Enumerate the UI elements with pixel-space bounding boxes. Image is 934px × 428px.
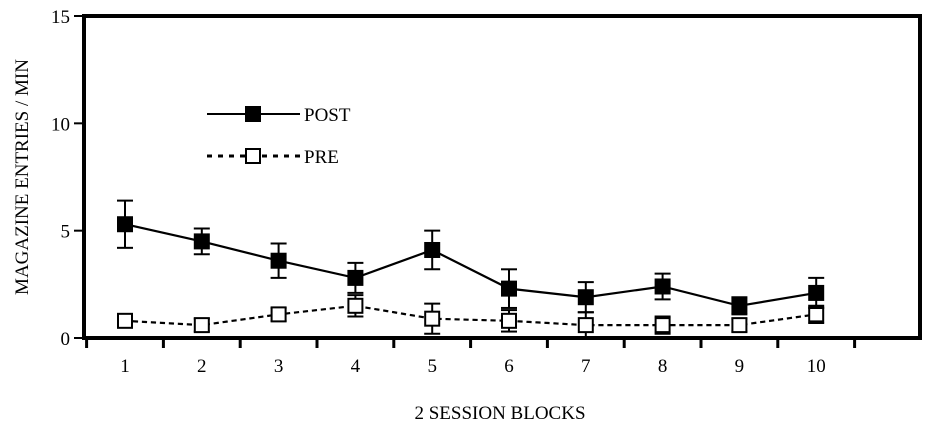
x-ticks: 1 2 3 4 5 6 7 8 9 10 <box>85 338 857 377</box>
x-tick-label: 4 <box>351 356 361 377</box>
data-point-post <box>577 289 594 306</box>
y-tick-label: 0 <box>61 329 71 350</box>
legend-label: PRE <box>304 147 339 168</box>
series-pre <box>117 294 825 339</box>
data-point-post <box>501 280 517 297</box>
legend: POST PRE <box>207 105 351 168</box>
data-point-post <box>193 233 210 250</box>
y-tick-label: 15 <box>51 7 70 28</box>
data-point-pre <box>347 297 364 314</box>
data-point-pre <box>577 317 594 334</box>
x-tick-label: 1 <box>120 356 130 377</box>
x-tick-label: 9 <box>735 356 745 377</box>
series-line-post <box>124 223 817 307</box>
legend-marker <box>245 106 261 122</box>
legend-label: POST <box>304 105 351 126</box>
data-point-post <box>347 269 364 286</box>
data-point-pre <box>424 310 441 327</box>
legend-item-pre: PRE <box>207 147 339 168</box>
data-point-pre <box>270 306 287 323</box>
data-point-post <box>424 241 441 258</box>
data-point-pre <box>808 306 825 323</box>
data-point-post <box>117 216 133 233</box>
x-tick-label: 8 <box>658 356 668 377</box>
legend-marker <box>245 148 261 164</box>
x-tick-label: 10 <box>807 356 826 377</box>
series-line-pre <box>123 304 818 327</box>
data-point-post <box>808 284 825 301</box>
data-point-pre <box>193 317 210 334</box>
x-axis-title: 2 SESSION BLOCKS <box>414 403 585 424</box>
x-tick-label: 3 <box>274 356 284 377</box>
data-point-post <box>270 252 287 269</box>
data-point-pre <box>654 317 671 334</box>
y-axis-title: MAGAZINE ENTRIES / MIN <box>12 59 33 295</box>
y-tick-label: 5 <box>61 222 71 243</box>
data-point-pre <box>731 317 748 334</box>
x-tick-label: 7 <box>581 356 591 377</box>
legend-item-post: POST <box>207 105 351 126</box>
x-tick-label: 2 <box>197 356 207 377</box>
series-post <box>117 199 825 316</box>
data-point-post <box>731 297 748 314</box>
data-point-post <box>654 278 671 295</box>
series-layer <box>117 199 825 339</box>
axes <box>82 14 922 340</box>
y-ticks: 0 5 10 15 <box>51 7 84 350</box>
x-tick-label: 5 <box>427 356 437 377</box>
data-point-pre <box>501 312 517 329</box>
data-point-pre <box>117 312 133 329</box>
y-tick-label: 10 <box>51 114 70 135</box>
x-tick-label: 6 <box>504 356 514 377</box>
